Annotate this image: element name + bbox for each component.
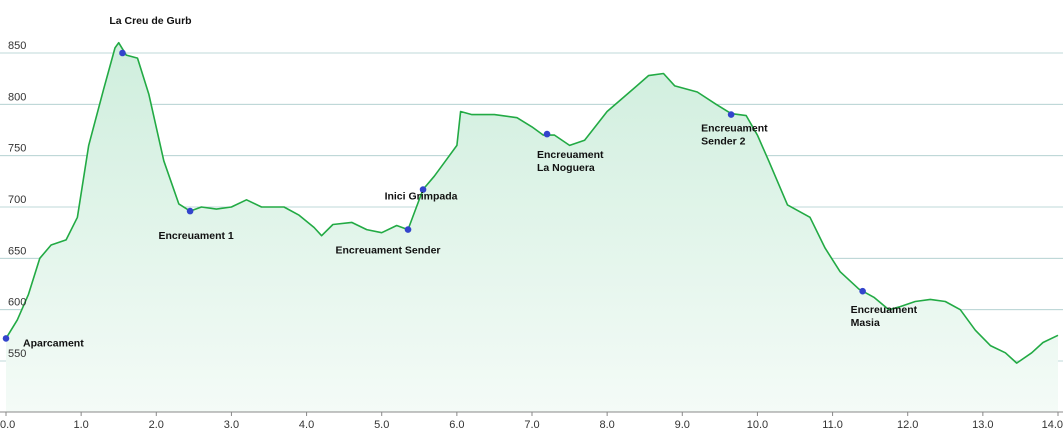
waypoint-label: Sender 2 [701, 136, 746, 148]
y-tick-label: 650 [8, 245, 26, 257]
waypoint-label: Encreuament [701, 123, 768, 135]
x-tick-label: 12.0 [897, 419, 918, 431]
elevation-line [5, 41, 1059, 364]
y-tick-label: 750 [8, 143, 26, 155]
waypoint-label: Encreuament Sender [335, 245, 440, 257]
x-tick-label: 7.0 [524, 419, 539, 431]
waypoint-label: Inici Grimpada [385, 191, 458, 203]
waypoint-marker[interactable] [404, 226, 412, 233]
waypoint-label: Masia [851, 317, 880, 329]
waypoint-label: Encreuament [851, 304, 918, 316]
waypoint-marker[interactable] [186, 207, 194, 215]
waypoint-marker[interactable] [543, 130, 551, 138]
waypoint-label: Encreuament 1 [158, 230, 233, 242]
x-tick-label: 4.0 [299, 419, 314, 431]
y-tick-label: 850 [8, 40, 26, 52]
x-tick-label: 10.0 [747, 419, 768, 431]
x-tick-label: 2.0 [149, 419, 164, 431]
x-tick-label: 9.0 [675, 419, 690, 431]
elevation-area [6, 42, 1058, 412]
y-tick-label: 800 [8, 91, 26, 103]
x-tick-label: 0.0 [0, 419, 15, 431]
waypoint-label: La Noguera [537, 162, 595, 174]
waypoints: Aparcament La Creu de Gurb Encreuament 1 En… [2, 15, 918, 349]
waypoint-marker[interactable] [119, 49, 126, 57]
x-tick-label: 11.0 [822, 419, 843, 431]
x-tick-label: 13.0 [972, 419, 993, 431]
waypoint-marker[interactable] [859, 287, 866, 295]
y-tick-label: 700 [8, 194, 26, 206]
x-tick-label: 6.0 [449, 419, 464, 431]
y-axis-ticks: 550 600 650 700 750 800 850 [8, 40, 26, 360]
y-tick-label: 600 [8, 297, 26, 309]
x-tick-label: 14.0 [1042, 419, 1063, 431]
x-tick-label: 8.0 [599, 419, 614, 431]
waypoint-marker[interactable] [727, 111, 735, 118]
x-tick-label: 3.0 [224, 419, 239, 431]
waypoint-label: Aparcament [23, 337, 84, 349]
waypoint-label: Encreuament [537, 149, 604, 161]
x-axis-ticks: 0.0 1.0 2.0 3.0 4.0 5.0 6.0 7.0 8.0 9.0 10.0 11.0 12… [0, 412, 1063, 431]
x-tick-label: 5.0 [374, 419, 389, 431]
y-tick-label: 550 [8, 348, 26, 360]
waypoint-label: La Creu de Gurb [109, 15, 191, 27]
waypoint-marker[interactable] [419, 186, 427, 193]
x-tick-label: 1.0 [73, 419, 88, 431]
waypoint-marker[interactable] [2, 335, 10, 342]
